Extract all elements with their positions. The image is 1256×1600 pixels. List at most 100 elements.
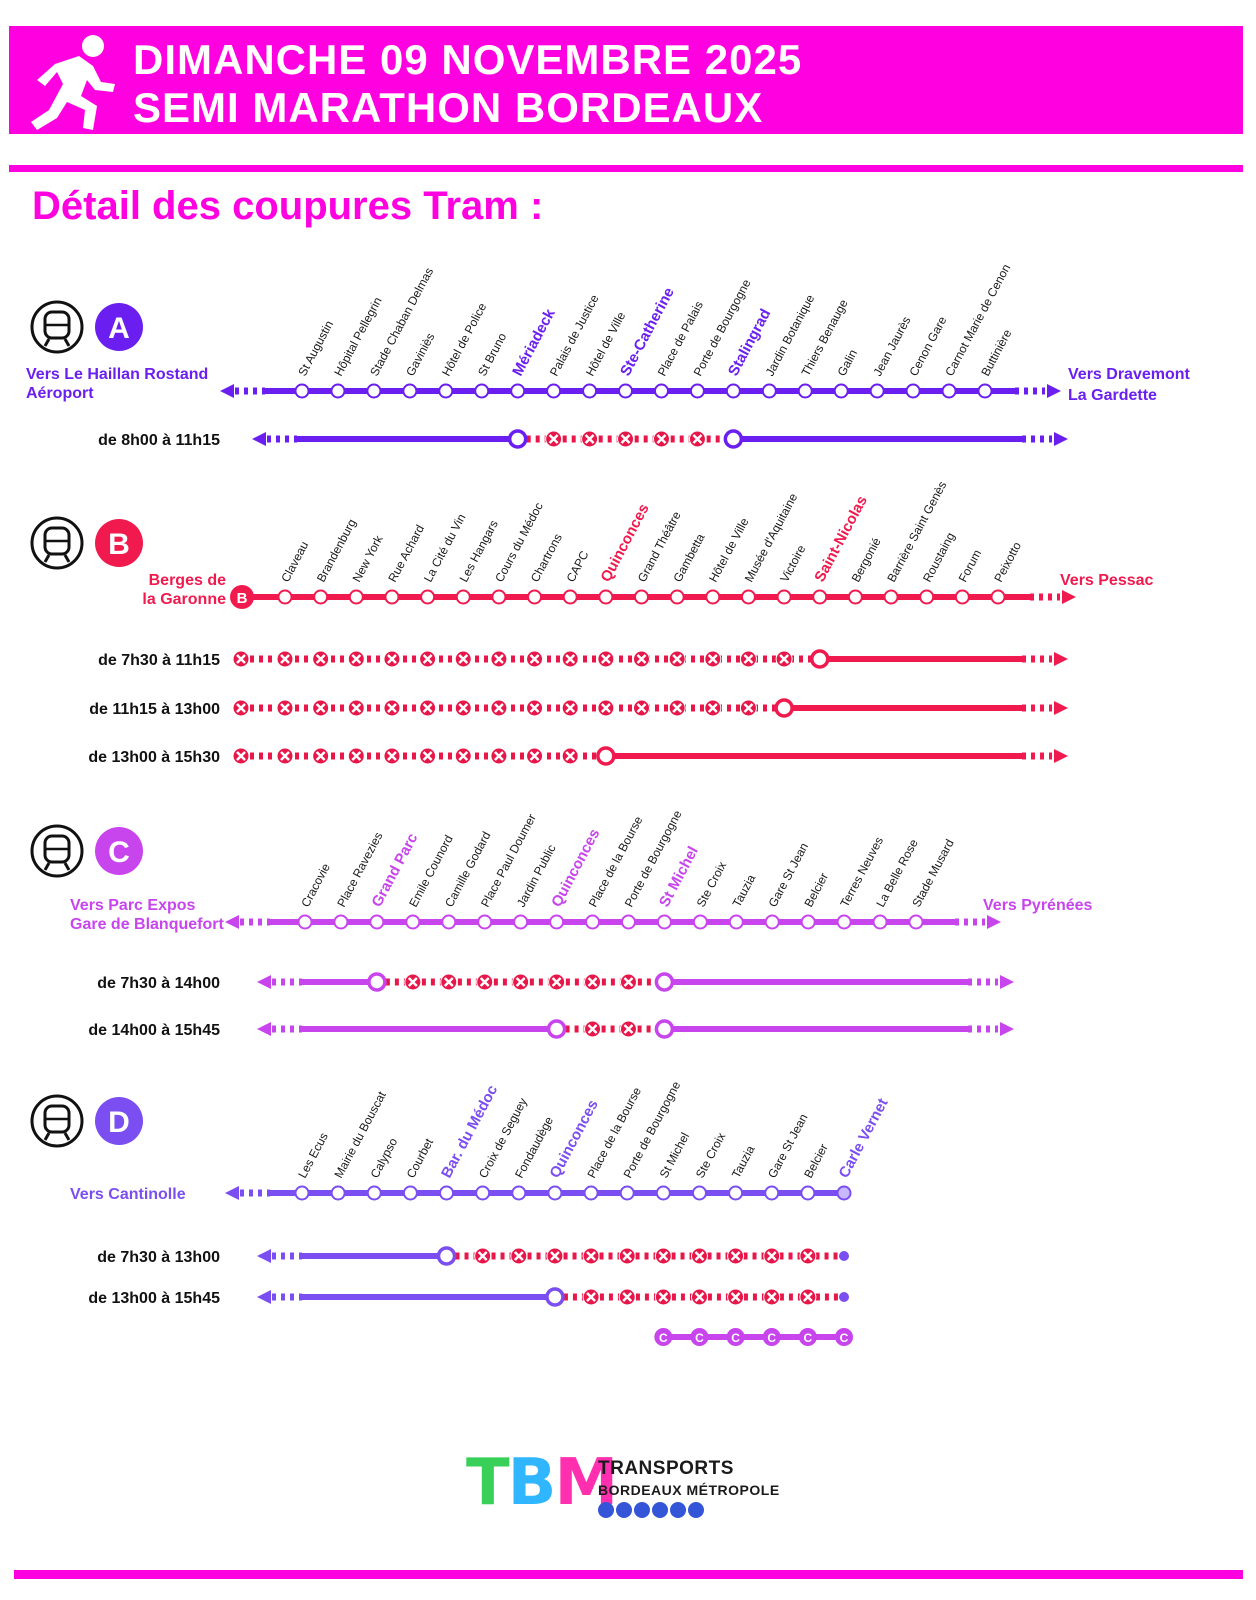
cut-cross bbox=[565, 654, 576, 664]
station-place-ravezies bbox=[333, 914, 349, 930]
cut-cross bbox=[479, 977, 490, 987]
terminus-left-label: Gare de Blanquefort bbox=[70, 916, 224, 933]
station-peixotto bbox=[990, 589, 1006, 605]
shuttle-stop-label: C bbox=[695, 1331, 704, 1345]
station-label: New York bbox=[350, 532, 387, 584]
cut-cross bbox=[529, 751, 540, 761]
station-porte-de-bourgogne bbox=[689, 383, 705, 399]
terminus-left-label: la Garonne bbox=[142, 591, 226, 608]
station-st-augustin bbox=[294, 383, 310, 399]
tram-icon bbox=[30, 516, 84, 570]
cut-stop-ho-tel-de-ville bbox=[704, 650, 722, 668]
cut-cross bbox=[515, 977, 526, 987]
cut-cross bbox=[458, 751, 469, 761]
closure-time-label: de 7h30 à 11h15 bbox=[98, 652, 220, 669]
cut-cross bbox=[351, 751, 362, 761]
cut-stop-la-cite-du-vin bbox=[419, 650, 437, 668]
cut-stop-rue-achard bbox=[383, 747, 401, 765]
icon-leg bbox=[63, 862, 71, 871]
cut-cross bbox=[351, 654, 362, 664]
open-stop bbox=[596, 746, 616, 766]
cut-cross bbox=[315, 703, 326, 713]
station-tauzia bbox=[728, 914, 744, 930]
station-label: Courbet bbox=[404, 1136, 437, 1181]
cut-cross bbox=[443, 977, 454, 987]
cut-stop-rue-achard bbox=[383, 650, 401, 668]
cut-cross bbox=[766, 1251, 777, 1261]
cut-cross bbox=[636, 654, 647, 664]
icon-leg bbox=[63, 338, 71, 347]
station-porte-de-bourgogne bbox=[619, 1185, 635, 1201]
station-label: Tauzia bbox=[729, 1143, 758, 1180]
cut-cross bbox=[236, 654, 246, 664]
closure-time-label: de 8h00 à 11h15 bbox=[98, 432, 220, 449]
arrow-right-icon bbox=[1054, 749, 1068, 763]
station-bar-du-me-doc bbox=[439, 1185, 455, 1201]
cut-stop-grand-the-a-tre bbox=[633, 699, 650, 717]
icon-ring bbox=[30, 516, 84, 570]
shuttle-stop bbox=[798, 1328, 817, 1346]
cut-stop-rue-achard bbox=[383, 699, 401, 717]
cut-cross bbox=[743, 703, 754, 713]
cut-stop-porte-de-bourgogne bbox=[619, 1020, 637, 1038]
station-forum bbox=[954, 589, 970, 605]
icon-leg bbox=[63, 554, 71, 563]
terminus-left-label: Vers Parc Expos bbox=[70, 897, 196, 914]
icon-leg bbox=[63, 1132, 71, 1141]
station-label: St Bruno bbox=[475, 330, 509, 378]
cut-cross bbox=[622, 1292, 633, 1302]
arrow-left-icon bbox=[257, 1022, 271, 1036]
cut-cross bbox=[587, 977, 598, 987]
cut-stop-porte-de-bourgogne bbox=[688, 430, 706, 448]
cut-stop-ste-catherine bbox=[617, 430, 635, 448]
cut-stop-la-cite-du-vin bbox=[419, 699, 437, 717]
cut-cross bbox=[422, 751, 433, 761]
station-cracovie bbox=[297, 914, 313, 930]
cut-cross bbox=[672, 703, 683, 713]
station-porte-de-bourgogne bbox=[620, 914, 636, 930]
cut-cross bbox=[458, 703, 469, 713]
cut-stop-new-york bbox=[347, 747, 365, 765]
station-galin bbox=[833, 383, 849, 399]
cut-stop-terminus bbox=[232, 699, 250, 717]
station-label: St Augustin bbox=[295, 318, 336, 378]
station-la-cite-du-vin bbox=[420, 589, 436, 605]
divider bbox=[14, 1570, 1243, 1579]
cut-cross bbox=[387, 751, 397, 761]
cut-stop-grand-the-a-tre bbox=[633, 650, 650, 668]
cut-cross bbox=[387, 703, 397, 713]
station-label: Les Ecus bbox=[295, 1130, 331, 1180]
cut-stop-camille-godard bbox=[440, 973, 458, 991]
shuttle-stop bbox=[835, 1328, 853, 1346]
closure-time-label: de 11h15 à 13h00 bbox=[89, 701, 220, 718]
cut-cross bbox=[620, 434, 631, 444]
terminus-right-label: Vers Pessac bbox=[1060, 572, 1154, 589]
station-mairie-du-bouscat bbox=[330, 1185, 346, 1201]
terminus-badge-label: B bbox=[237, 590, 248, 607]
cut-stop-quinconces bbox=[597, 699, 615, 717]
cut-stop-place-de-la-bourse bbox=[584, 973, 602, 991]
logo-letter-b: B bbox=[507, 1446, 557, 1520]
station-chartrons bbox=[527, 589, 543, 605]
station-gare-st-jean bbox=[764, 1185, 780, 1201]
icon-ring bbox=[30, 824, 84, 878]
logo-letter-t: T bbox=[466, 1446, 510, 1520]
tram-icon bbox=[30, 300, 84, 354]
shuttle-stop bbox=[690, 1328, 709, 1346]
cut-cross bbox=[802, 1292, 813, 1302]
cut-cross bbox=[730, 1251, 741, 1261]
shuttle-stop-label: C bbox=[804, 1331, 813, 1345]
cut-stop-brandenburg bbox=[312, 699, 330, 717]
cut-stop-porte-de-bourgogne bbox=[619, 973, 637, 991]
station-croix-de-seguey bbox=[475, 1185, 491, 1201]
logo-wordmark: TBM bbox=[466, 1446, 618, 1520]
arrow-left-icon bbox=[220, 384, 234, 398]
station-label: Forum bbox=[956, 547, 985, 584]
icon-leg bbox=[43, 862, 51, 871]
cut-stop-new-york bbox=[347, 650, 365, 668]
station-label: CAPC bbox=[563, 548, 591, 584]
open-stop bbox=[654, 972, 675, 992]
station-carnot-marie-de-cenon bbox=[941, 383, 957, 399]
cut-stop-ste-croix bbox=[690, 1288, 708, 1306]
